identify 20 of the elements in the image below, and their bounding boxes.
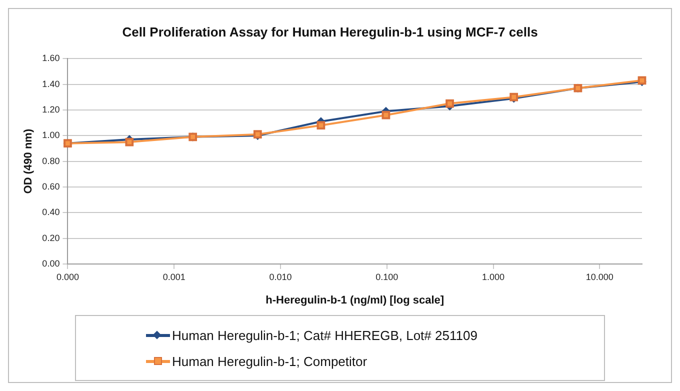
y-tick-label: 0.40 [42,207,60,218]
chart-title: Cell Proliferation Assay for Human Heregulin-b-1 using MCF-7 cells [122,24,538,40]
x-axis-title: h-Heregulin-b-1 (ng/ml) [log scale] [266,294,444,306]
y-tick-label: 0.80 [42,156,60,166]
y-tick-label: 0.20 [42,232,60,243]
legend-label: Human Heregulin-b-1; Competitor [172,354,368,368]
y-tick-label: 0.00 [42,258,60,268]
legend-label: Human Heregulin-b-1; Cat# HHEREGB, Lot# 251109 [172,328,478,342]
x-tick-label: 1.000 [482,272,505,282]
x-tick-label: 0.001 [162,272,186,282]
y-tick-label: 0.60 [42,181,60,192]
x-tick-label: 0.100 [376,272,398,282]
x-tick-label: 10.000 [586,272,614,282]
y-tick-label: 1.20 [42,104,60,114]
x-tick-label: 0.010 [269,272,292,282]
y-tick-label: 1.60 [42,53,60,64]
y-axis-title: OD (490 nm) [22,128,35,194]
y-tick-label: 1.00 [42,130,60,140]
x-tick-label: 0.000 [56,272,79,282]
y-tick-label: 1.40 [42,78,60,89]
